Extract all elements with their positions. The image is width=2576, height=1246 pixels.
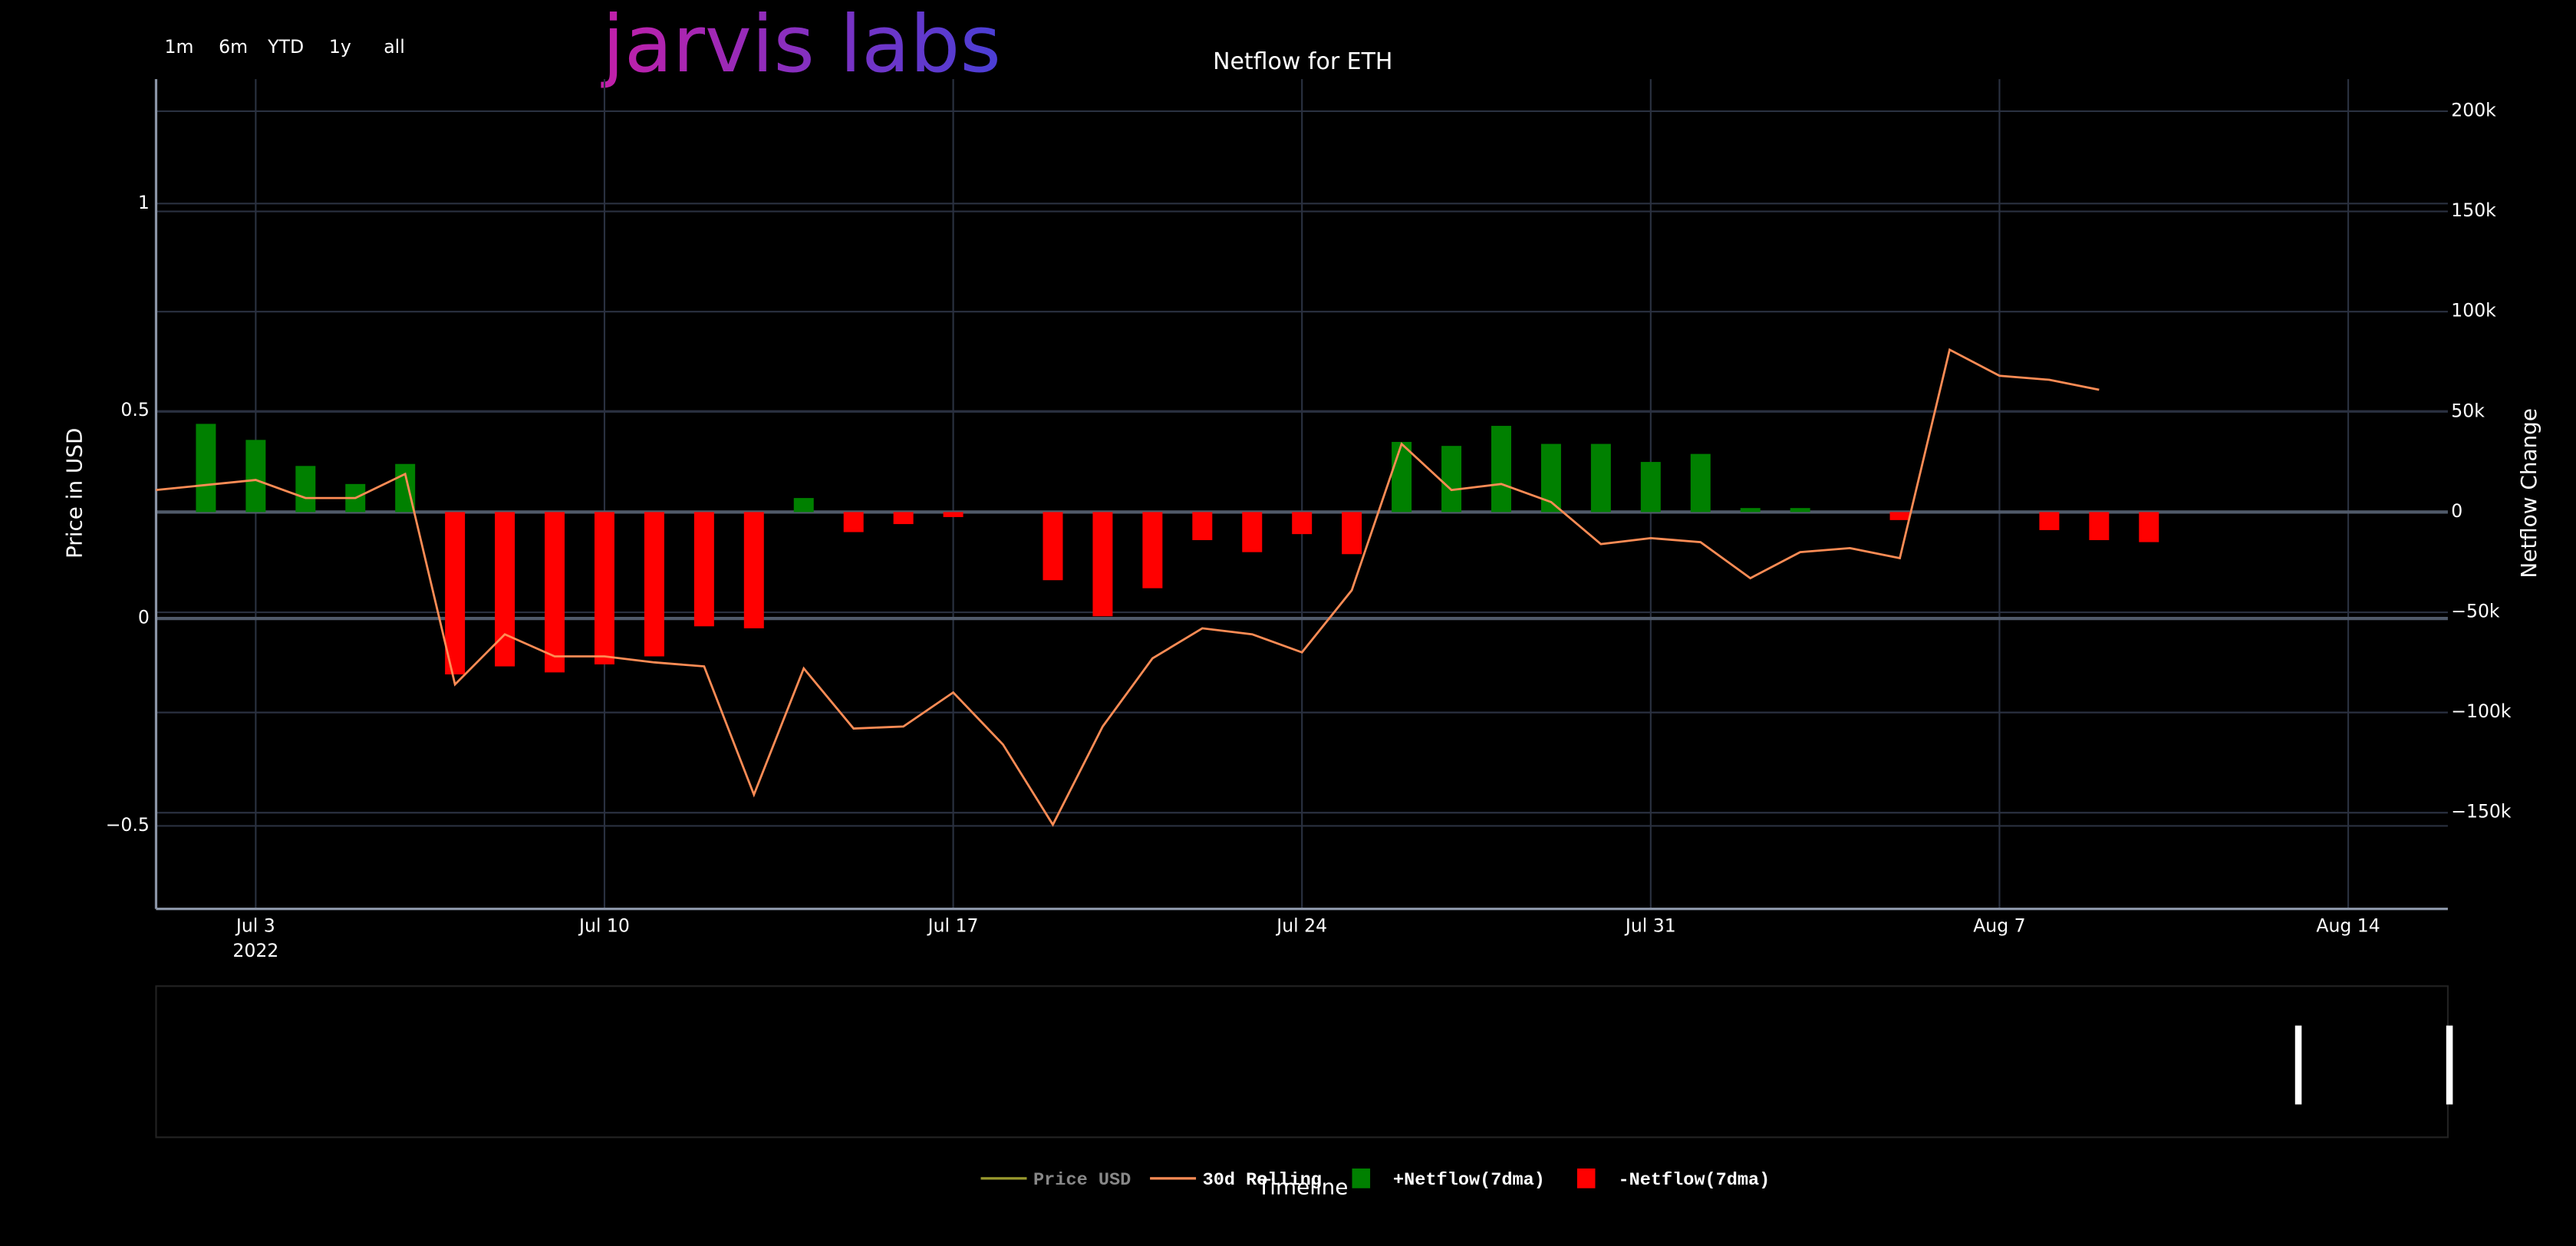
y-tick-label: −0.5 [106,814,150,836]
legend-swatch [1576,1169,1596,1188]
range-slider-frame [155,985,2449,1139]
bar [295,466,316,513]
bar [1889,512,1910,520]
y-axis-title: Price in USD [62,428,87,559]
x-tick-label: Jul 3 [235,915,275,937]
bar [245,440,266,513]
x-tick-label: Aug 7 [1973,915,2025,937]
bar [445,512,466,674]
legend-item[interactable]: +Netflow(7dma) [1352,1169,1545,1191]
bar [1590,443,1611,513]
y2-tick-label: −150k [2451,801,2512,822]
bar [1790,508,1810,513]
bar [843,512,864,532]
legend-label: Price USD [1033,1170,1131,1191]
legend-label: 30d Rolling [1203,1170,1322,1191]
legend-item[interactable]: 30d Rolling [1150,1170,1322,1191]
x-tick-label: Jul 24 [1275,915,1327,937]
range-button[interactable]: YTD [267,36,304,58]
bar [693,512,714,627]
bar [495,512,516,667]
bar [1342,512,1362,555]
bar [2039,512,2060,530]
bar [2089,512,2110,540]
y-tick-label: 0 [138,607,150,628]
bar [644,512,664,657]
bar [196,424,216,513]
bar [1491,426,1511,513]
bar [1640,462,1661,513]
bar [1690,453,1711,513]
chart-title: Netflow for ETH [1213,48,1392,75]
y-tick-label: 1 [138,192,150,213]
x-axis-title: Timeline [1257,1175,1348,1200]
x-tick-label: Jul 10 [578,915,630,937]
y2-tick-label: 150k [2451,199,2496,221]
bar [793,498,814,513]
y2-tick-label: −50k [2451,601,2500,622]
bar [893,512,914,525]
y2-tick-label: 200k [2451,99,2496,120]
bar [1740,508,1761,513]
y2-tick-label: 50k [2451,400,2485,421]
bar [1043,512,1063,581]
bar [2139,512,2159,542]
range-button[interactable]: 1m [164,36,193,58]
line [156,348,2100,827]
y2-tick-label: 0 [2451,500,2462,522]
legend-label: +Netflow(7dma) [1393,1170,1545,1191]
bar [943,512,964,517]
bar [743,512,764,628]
bar [1392,441,1412,513]
y-tick-label: 0.5 [120,399,149,420]
y2-tick-label: −100k [2451,700,2512,722]
legend-item[interactable]: -Netflow(7dma) [1576,1169,1770,1191]
x-tick-label: Jul 31 [1624,915,1676,937]
bar [1092,512,1113,617]
bar [1192,512,1213,540]
bar [594,512,614,664]
logo: jarvis labs [601,0,1001,91]
range-button[interactable]: 6m [219,36,248,58]
legend-item[interactable]: Price USD [980,1170,1132,1191]
bar [1242,512,1263,552]
y2-axis-title: Netflow Change [2516,408,2541,578]
legend-swatch [1352,1169,1371,1188]
x-tick-label: Jul 17 [927,915,979,937]
bar [1441,446,1462,513]
y2-tick-label: 100k [2451,300,2496,321]
bar [1142,512,1163,588]
range-slider[interactable] [155,985,2453,1139]
x-year-label: 2022 [232,940,278,961]
legend-label: -Netflow(7dma) [1618,1170,1770,1191]
x-tick-label: Aug 14 [2316,915,2380,937]
range-handle[interactable] [2446,1025,2453,1105]
range-handle[interactable] [2294,1025,2302,1105]
range-button[interactable]: all [384,36,405,58]
bar [545,512,565,673]
bar [1292,512,1313,535]
range-button[interactable]: 1y [329,36,351,58]
